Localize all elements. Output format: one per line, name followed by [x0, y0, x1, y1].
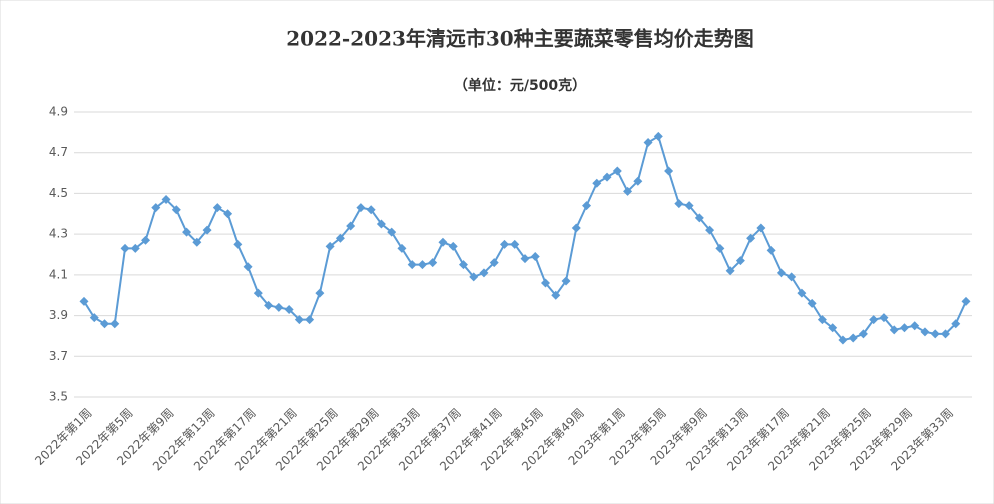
data-point	[100, 319, 110, 329]
data-point	[397, 243, 407, 253]
y-tick-label: 3.5	[49, 390, 68, 404]
data-point	[930, 329, 940, 339]
data-point	[541, 278, 551, 288]
data-point	[766, 245, 776, 255]
y-tick-label: 4.1	[49, 267, 68, 281]
y-tick-label: 4.3	[49, 227, 68, 241]
data-point	[705, 225, 715, 235]
data-point	[346, 221, 356, 231]
data-point	[807, 298, 817, 308]
data-point	[335, 233, 345, 243]
data-point	[858, 329, 868, 339]
data-point	[130, 243, 140, 253]
data-point	[520, 254, 530, 264]
data-point	[233, 239, 243, 249]
data-point	[817, 315, 827, 325]
data-point	[212, 203, 222, 213]
data-point	[407, 260, 417, 270]
data-point	[171, 205, 181, 215]
data-point	[592, 178, 602, 188]
data-point	[182, 227, 192, 237]
data-point	[551, 290, 561, 300]
data-point	[243, 262, 253, 272]
data-point	[889, 325, 899, 335]
data-point	[735, 256, 745, 266]
data-point	[797, 288, 807, 298]
data-point	[141, 235, 151, 245]
data-point	[510, 239, 520, 249]
data-point	[643, 138, 653, 148]
data-point	[561, 276, 571, 286]
data-point	[920, 327, 930, 337]
data-point	[582, 201, 592, 211]
data-point	[479, 268, 489, 278]
data-point	[664, 166, 674, 176]
data-point	[951, 319, 961, 329]
data-point	[715, 243, 725, 253]
data-point	[223, 209, 233, 219]
data-point	[674, 199, 684, 209]
data-point	[264, 300, 274, 310]
data-point	[623, 186, 633, 196]
data-point	[633, 176, 643, 186]
data-point	[202, 225, 212, 235]
data-point	[366, 205, 376, 215]
data-point	[151, 203, 161, 213]
data-point	[274, 302, 284, 312]
data-point	[284, 304, 294, 314]
data-point	[448, 241, 458, 251]
data-point	[438, 237, 448, 247]
data-point	[961, 296, 971, 306]
data-point	[89, 313, 99, 323]
data-point	[192, 237, 202, 247]
data-point	[530, 252, 540, 262]
data-point	[356, 203, 366, 213]
data-point	[417, 260, 427, 270]
data-point	[725, 266, 735, 276]
data-point	[458, 260, 468, 270]
data-point	[376, 219, 386, 229]
data-point	[869, 315, 879, 325]
data-point	[428, 258, 438, 268]
data-point	[756, 223, 766, 233]
data-point	[387, 227, 397, 237]
data-point	[776, 268, 786, 278]
data-point	[879, 313, 889, 323]
data-point	[79, 296, 89, 306]
data-point	[838, 335, 848, 345]
data-point	[469, 272, 479, 282]
data-point	[653, 131, 663, 141]
data-point	[787, 272, 797, 282]
data-point	[746, 233, 756, 243]
data-point	[315, 288, 325, 298]
data-point	[120, 243, 130, 253]
data-point	[489, 258, 499, 268]
data-point	[848, 333, 858, 343]
data-point	[940, 329, 950, 339]
data-point	[161, 195, 171, 205]
data-point	[253, 288, 263, 298]
data-point	[684, 201, 694, 211]
y-tick-label: 4.9	[49, 105, 68, 119]
chart-subtitle: （单位：元/500克）	[454, 77, 586, 94]
data-point	[305, 315, 315, 325]
y-tick-label: 3.7	[49, 349, 68, 363]
chart-title: 2022-2023年清远市30种主要蔬菜零售均价走势图	[286, 27, 753, 51]
data-point	[571, 223, 581, 233]
data-point	[828, 323, 838, 333]
data-point	[110, 319, 120, 329]
y-tick-label: 3.9	[49, 308, 68, 322]
y-tick-label: 4.5	[49, 186, 68, 200]
data-point	[294, 315, 304, 325]
data-point	[499, 239, 509, 249]
data-point	[899, 323, 909, 333]
data-point	[910, 321, 920, 331]
data-point	[694, 213, 704, 223]
data-point	[325, 241, 335, 251]
data-point	[612, 166, 622, 176]
data-point	[602, 172, 612, 182]
y-tick-label: 4.7	[49, 145, 68, 159]
